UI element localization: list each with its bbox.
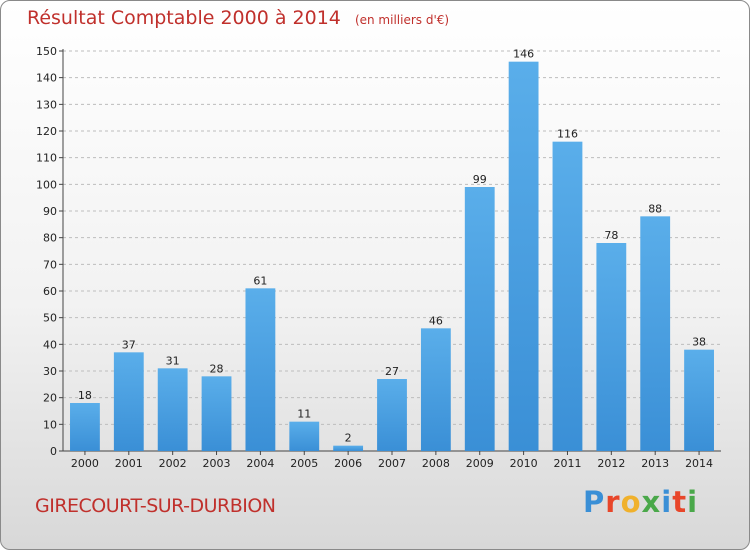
x-tick-label: 2006 [334, 457, 362, 470]
x-tick-label: 2002 [159, 457, 187, 470]
bar-value-label: 88 [648, 202, 662, 215]
brand-letter: o [620, 485, 642, 519]
y-tick-label: 60 [43, 285, 57, 298]
bar-value-label: 37 [122, 338, 136, 351]
chart-title-text: Résultat Comptable 2000 à 2014 [27, 7, 341, 29]
bar [201, 376, 232, 451]
x-tick-label: 2008 [422, 457, 450, 470]
commune-name: GIRECOURT-SUR-DURBION [35, 495, 276, 517]
x-tick-label: 2005 [290, 457, 318, 470]
bar [420, 328, 451, 451]
bar [113, 352, 144, 451]
x-tick-label: 2004 [246, 457, 274, 470]
y-tick-label: 140 [36, 72, 57, 85]
bar-value-label: 61 [253, 274, 267, 287]
y-tick-label: 130 [36, 98, 57, 111]
y-tick-label: 20 [43, 392, 57, 405]
brand-letter: x [641, 485, 662, 519]
bars [70, 61, 714, 452]
chart-subtitle: (en milliers d'€) [354, 13, 450, 27]
bar-value-label: 27 [385, 365, 399, 378]
x-tick-label: 2000 [71, 457, 99, 470]
brand-letter: r [605, 485, 621, 519]
y-tick-label: 100 [36, 178, 57, 191]
bar-value-label: 31 [166, 354, 180, 367]
bar [289, 421, 320, 451]
bar-value-label: 78 [604, 229, 618, 242]
bar-value-label: 38 [692, 336, 706, 349]
brand-letter: P [583, 485, 606, 519]
y-tick-label: 30 [43, 365, 57, 378]
labels: 0 10 20 30 40 50 60 70 80 90 100 110 120 130 140 150 18 2… [36, 45, 713, 470]
chart-title: Résultat Comptable 2000 à 2014 (en milli… [27, 7, 449, 29]
brand-letter: i [661, 485, 673, 519]
bar [684, 349, 714, 451]
x-tick-label: 2011 [553, 457, 581, 470]
bar [596, 243, 627, 451]
bar [157, 368, 188, 451]
x-tick-label: 2012 [597, 457, 625, 470]
bar [464, 187, 495, 451]
bar [245, 288, 276, 451]
bar [377, 379, 407, 451]
y-tick-label: 50 [43, 312, 57, 325]
bar-value-label: 116 [557, 128, 578, 141]
brand-letter: t [672, 485, 688, 519]
bar [333, 445, 364, 451]
x-tick-label: 2009 [466, 457, 494, 470]
y-tick-label: 0 [50, 445, 57, 458]
y-tick-label: 120 [36, 125, 57, 138]
y-tick-label: 90 [43, 205, 57, 218]
bar-value-label: 146 [513, 48, 534, 61]
x-tick-label: 2003 [203, 457, 231, 470]
brand-letter: i [687, 485, 699, 519]
bar [70, 403, 100, 451]
x-tick-label: 2001 [115, 457, 143, 470]
y-tick-label: 10 [43, 418, 57, 431]
y-tick-label: 80 [43, 232, 57, 245]
x-tick-label: 2007 [378, 457, 406, 470]
bar-value-label: 2 [345, 432, 352, 445]
x-tick-label: 2014 [685, 457, 713, 470]
bar [640, 216, 671, 451]
bar-value-label: 99 [473, 173, 487, 186]
y-tick-label: 70 [43, 258, 57, 271]
bar [552, 141, 583, 451]
bar-value-label: 28 [210, 362, 224, 375]
bar-value-label: 46 [429, 314, 443, 327]
y-tick-label: 40 [43, 338, 57, 351]
y-tick-label: 110 [36, 152, 57, 165]
bar [508, 61, 539, 452]
x-tick-label: 2013 [641, 457, 669, 470]
proxiti-logo: Proxiti [583, 485, 698, 519]
bar-value-label: 18 [78, 389, 92, 402]
y-tick-label: 150 [36, 45, 57, 58]
x-tick-label: 2010 [510, 457, 538, 470]
bar-value-label: 11 [297, 408, 311, 421]
